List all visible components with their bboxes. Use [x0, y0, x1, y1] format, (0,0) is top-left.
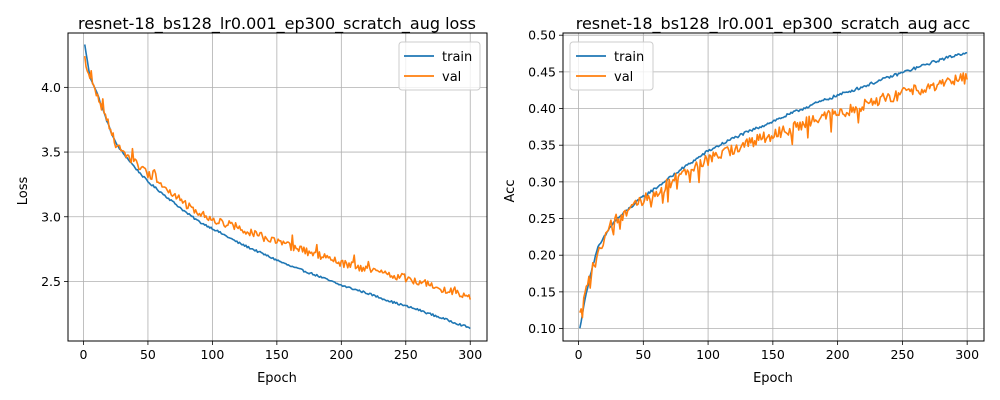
loss-series [83, 44, 472, 330]
loss-plot-frame [67, 32, 488, 342]
loss-x-tick-label: 150 [265, 347, 289, 362]
acc-y-tick-label: 0.20 [528, 248, 556, 263]
loss-x-tick-label: 250 [394, 347, 418, 362]
loss-y-tick-label: 4.0 [41, 80, 61, 95]
acc-x-tick-label: 300 [955, 347, 979, 362]
loss-legend-box [398, 41, 481, 91]
acc-ticks: 0 50 100 150 200 250 300 0.10 0.15 0.20 0.25 0.30 0.… [528, 28, 979, 362]
loss-legend-train-label: train [442, 50, 472, 65]
loss-y-tick-label: 2.5 [41, 274, 61, 289]
acc-y-axis-label: Acc [503, 180, 518, 203]
acc-legend-val-label: val [614, 70, 633, 85]
acc-x-tick-label: 200 [826, 347, 850, 362]
loss-chart-title: resnet-18_bs128_lr0.001_ep300_scratch_au… [78, 14, 476, 34]
loss-x-tick-label: 100 [200, 347, 224, 362]
acc-x-tick-label: 150 [761, 347, 785, 362]
acc-y-tick-label: 0.15 [528, 284, 556, 299]
acc-y-tick-label: 0.45 [528, 64, 556, 79]
acc-legend-train-label: train [614, 50, 644, 65]
loss-val-line [83, 56, 472, 300]
loss-chart: resnet-18_bs128_lr0.001_ep300_scratch_au… [16, 14, 488, 386]
acc-chart-title: resnet-18_bs128_lr0.001_ep300_scratch_au… [576, 14, 971, 34]
acc-val-line [579, 72, 968, 319]
loss-x-tick-label: 0 [79, 347, 87, 362]
loss-y-tick-label: 3.0 [41, 209, 61, 224]
loss-x-tick-label: 200 [329, 347, 353, 362]
acc-legend-box [569, 41, 654, 91]
acc-y-tick-label: 0.50 [528, 28, 556, 43]
acc-y-tick-label: 0.40 [528, 101, 556, 116]
loss-y-tick-label: 3.5 [41, 145, 61, 160]
loss-x-tick-label: 50 [140, 347, 156, 362]
acc-y-tick-label: 0.10 [528, 321, 556, 336]
acc-grid [563, 33, 984, 341]
acc-x-tick-label: 50 [635, 347, 651, 362]
acc-x-tick-label: 100 [696, 347, 720, 362]
loss-train-line [83, 44, 471, 330]
loss-legend: train val [398, 41, 481, 91]
loss-y-axis-label: Loss [16, 177, 31, 206]
loss-x-axis-label: Epoch [257, 371, 297, 386]
acc-x-axis-label: Epoch [753, 371, 793, 386]
acc-y-tick-label: 0.30 [528, 174, 556, 189]
acc-y-tick-label: 0.25 [528, 211, 556, 226]
acc-legend: train val [569, 41, 654, 91]
acc-x-tick-label: 0 [575, 347, 583, 362]
acc-chart: resnet-18_bs128_lr0.001_ep300_scratch_au… [503, 14, 985, 386]
loss-ticks: 0 50 100 150 200 250 300 2.5 3.0 3.5 4.0 [41, 80, 482, 362]
acc-series [579, 52, 968, 329]
loss-legend-val-label: val [442, 70, 461, 85]
acc-x-tick-label: 250 [890, 347, 914, 362]
acc-plot-frame [562, 32, 985, 342]
acc-train-line [579, 52, 968, 329]
loss-x-tick-label: 300 [458, 347, 482, 362]
acc-y-tick-label: 0.35 [528, 138, 556, 153]
